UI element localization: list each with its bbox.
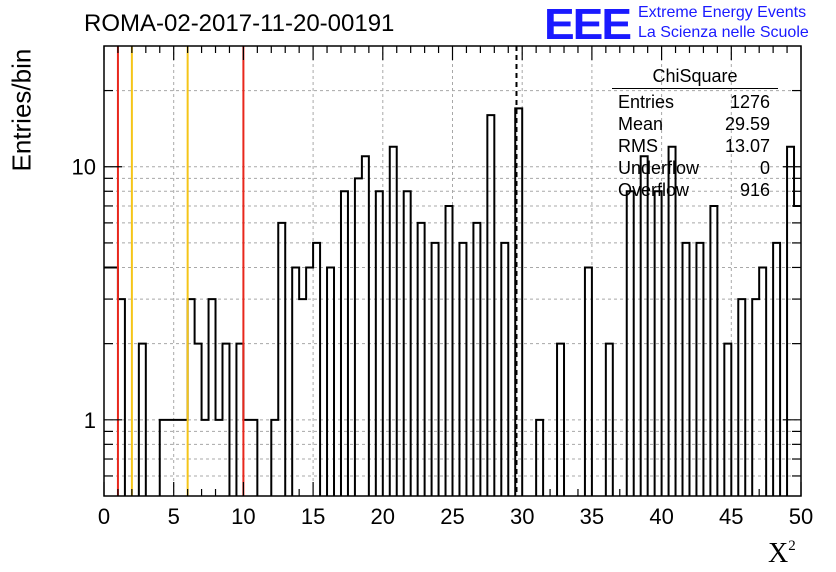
x-tick-label: 30 [510,504,534,529]
stats-row-mean: Mean 29.59 [612,113,778,135]
stats-value: 916 [739,180,770,200]
x-tick-label: 40 [649,504,673,529]
eee-logo-mark: EEE [544,0,632,49]
reference-lines [116,46,518,496]
axis-tick-labels: 0 5 10 15 20 25 30 35 40 45 50 1 10 [72,155,814,529]
stats-label: Underflow [618,158,700,178]
x-tick-label: 50 [789,504,813,529]
stats-value: 0 [759,158,770,178]
x-axis-label: X2 [768,538,796,569]
stats-label: RMS [618,136,658,156]
logo-line-1: Extreme Energy Events [638,4,807,21]
stats-label: Entries [618,92,675,112]
logo-line-2: La Scienza nelle Scuole [638,24,809,41]
x-tick-label: 10 [231,504,255,529]
y-tick-label: 1 [84,408,96,433]
stats-value: 29.59 [724,114,770,134]
chart-title: ROMA-02-2017-11-20-00191 [84,10,395,37]
stats-title: ChiSquare [612,66,778,89]
stats-label: Mean [618,114,664,134]
y-axis-label: Entries/bin [6,48,37,172]
x-tick-label: 20 [371,504,395,529]
x-tick-label: 45 [719,504,743,529]
stats-row-entries: Entries 1276 [612,91,778,113]
axis-ticks [103,46,802,496]
stats-value: 1276 [729,92,770,112]
stats-row-rms: RMS 13.07 [612,135,778,157]
stats-row-overflow: Overflow 916 [612,179,778,201]
x-tick-label: 35 [580,504,604,529]
stats-value: 13.07 [724,136,770,156]
x-tick-label: 25 [440,504,464,529]
stats-box: ChiSquare Entries 1276 Mean 29.59 RMS 13… [612,66,778,201]
y-tick-label: 10 [72,155,96,180]
x-tick-label: 15 [301,504,325,529]
stats-row-underflow: Underflow 0 [612,157,778,179]
x-tick-label: 5 [168,504,180,529]
stats-label: Overflow [618,180,690,200]
x-tick-label: 0 [98,504,110,529]
